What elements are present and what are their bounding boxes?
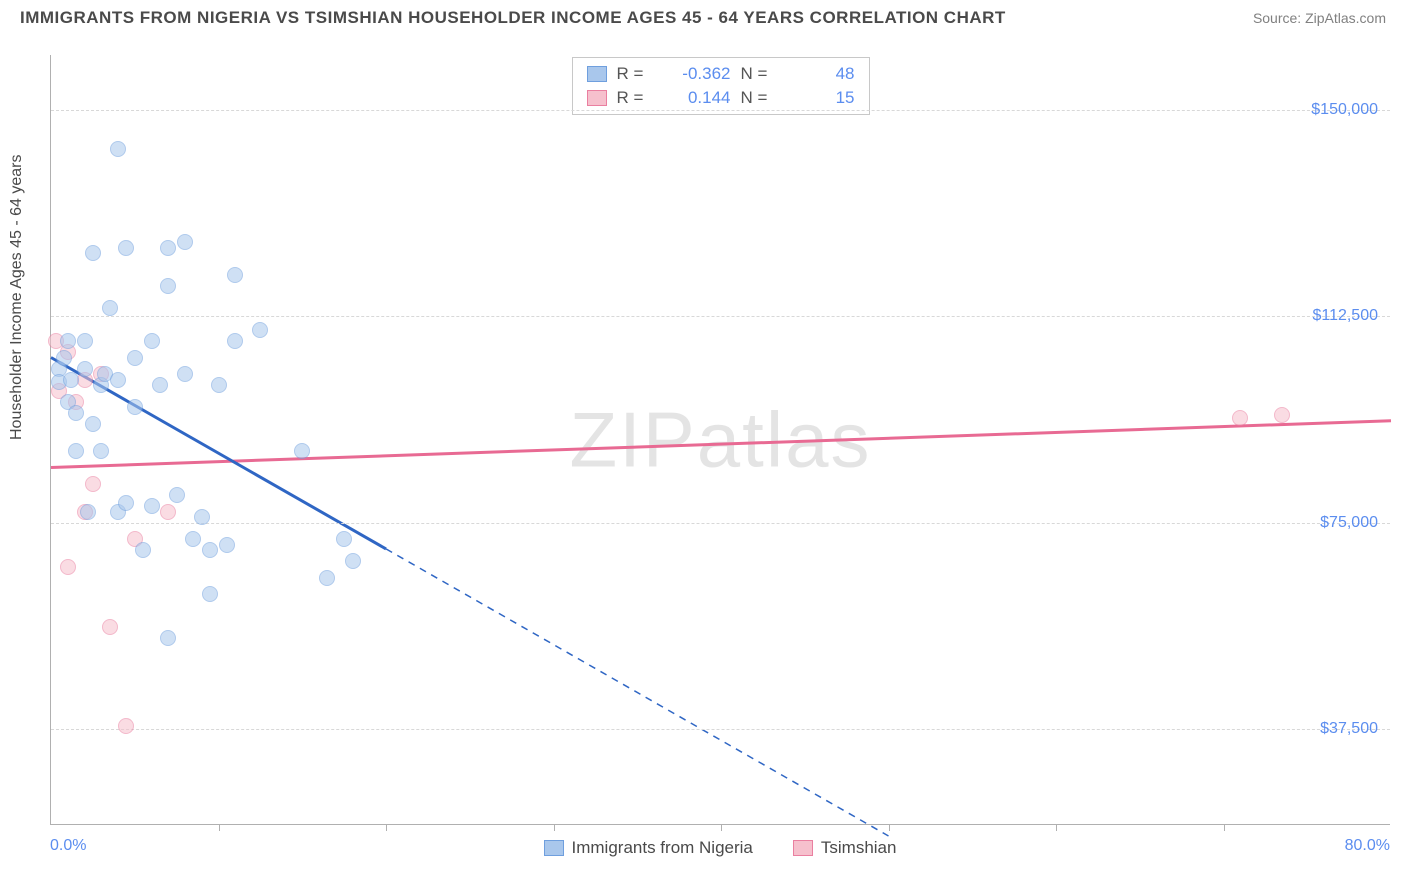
data-point-a bbox=[110, 372, 126, 388]
legend-item-b: Tsimshian bbox=[793, 838, 897, 858]
data-point-a bbox=[336, 531, 352, 547]
data-point-b bbox=[102, 619, 118, 635]
data-point-a bbox=[85, 416, 101, 432]
data-point-a bbox=[152, 377, 168, 393]
data-point-a bbox=[127, 399, 143, 415]
legend-item-a: Immigrants from Nigeria bbox=[544, 838, 753, 858]
data-point-a bbox=[345, 553, 361, 569]
data-point-a bbox=[194, 509, 210, 525]
data-point-a bbox=[68, 443, 84, 459]
x-tick bbox=[386, 824, 387, 831]
y-tick-label: $37,500 bbox=[1320, 720, 1378, 738]
gridline bbox=[51, 729, 1390, 730]
data-point-b bbox=[85, 476, 101, 492]
gridline bbox=[51, 316, 1390, 317]
data-point-a bbox=[144, 333, 160, 349]
data-point-a bbox=[160, 278, 176, 294]
data-point-a bbox=[211, 377, 227, 393]
data-point-a bbox=[202, 586, 218, 602]
data-point-a bbox=[294, 443, 310, 459]
data-point-b bbox=[60, 559, 76, 575]
data-point-a bbox=[160, 630, 176, 646]
x-tick bbox=[1224, 824, 1225, 831]
x-tick bbox=[554, 824, 555, 831]
data-point-a bbox=[63, 372, 79, 388]
data-point-a bbox=[110, 141, 126, 157]
data-point-a bbox=[56, 350, 72, 366]
series-legend: Immigrants from Nigeria Tsimshian bbox=[50, 838, 1390, 858]
x-tick bbox=[219, 824, 220, 831]
x-tick bbox=[721, 824, 722, 831]
n-value-b: 15 bbox=[785, 88, 855, 108]
n-value-a: 48 bbox=[785, 64, 855, 84]
data-point-a bbox=[185, 531, 201, 547]
data-point-a bbox=[144, 498, 160, 514]
data-point-b bbox=[1232, 410, 1248, 426]
data-point-a bbox=[160, 240, 176, 256]
data-point-a bbox=[319, 570, 335, 586]
legend-row-a: R = -0.362 N = 48 bbox=[587, 62, 855, 86]
gridline bbox=[51, 110, 1390, 111]
y-tick-label: $75,000 bbox=[1320, 514, 1378, 532]
data-point-a bbox=[118, 495, 134, 511]
swatch-series-b-bottom bbox=[793, 840, 813, 856]
x-tick bbox=[1056, 824, 1057, 831]
swatch-series-b bbox=[587, 90, 607, 106]
data-point-a bbox=[127, 350, 143, 366]
r-value-a: -0.362 bbox=[661, 64, 731, 84]
data-point-a bbox=[169, 487, 185, 503]
data-point-a bbox=[202, 542, 218, 558]
y-tick-label: $112,500 bbox=[1312, 307, 1378, 325]
data-point-a bbox=[135, 542, 151, 558]
swatch-series-a bbox=[587, 66, 607, 82]
data-point-a bbox=[227, 267, 243, 283]
data-point-b bbox=[1274, 407, 1290, 423]
y-tick-label: $150,000 bbox=[1311, 101, 1378, 119]
data-point-a bbox=[80, 504, 96, 520]
data-point-a bbox=[118, 240, 134, 256]
data-point-a bbox=[177, 366, 193, 382]
data-point-a bbox=[177, 234, 193, 250]
data-point-a bbox=[219, 537, 235, 553]
r-value-b: 0.144 bbox=[661, 88, 731, 108]
data-point-a bbox=[85, 245, 101, 261]
data-point-b bbox=[118, 718, 134, 734]
source-label: Source: ZipAtlas.com bbox=[1253, 10, 1386, 26]
gridline bbox=[51, 523, 1390, 524]
data-point-a bbox=[68, 405, 84, 421]
data-point-a bbox=[60, 333, 76, 349]
x-tick bbox=[889, 824, 890, 831]
legend-row-b: R = 0.144 N = 15 bbox=[587, 86, 855, 110]
data-point-a bbox=[77, 361, 93, 377]
data-point-a bbox=[252, 322, 268, 338]
trend-lines-layer bbox=[51, 55, 1390, 824]
chart-plot-area: ZIPatlas R = -0.362 N = 48 R = 0.144 N =… bbox=[50, 55, 1390, 825]
y-axis-label: Householder Income Ages 45 - 64 years bbox=[8, 155, 26, 441]
data-point-b bbox=[160, 504, 176, 520]
data-point-a bbox=[93, 443, 109, 459]
swatch-series-a-bottom bbox=[544, 840, 564, 856]
chart-title: IMMIGRANTS FROM NIGERIA VS TSIMSHIAN HOU… bbox=[20, 8, 1006, 28]
correlation-legend: R = -0.362 N = 48 R = 0.144 N = 15 bbox=[572, 57, 870, 115]
data-point-a bbox=[227, 333, 243, 349]
data-point-a bbox=[102, 300, 118, 316]
data-point-a bbox=[77, 333, 93, 349]
